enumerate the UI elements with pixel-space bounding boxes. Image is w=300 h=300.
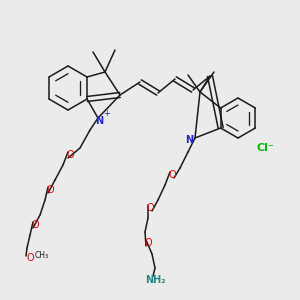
Text: NH₂: NH₂ xyxy=(145,275,165,285)
Text: O: O xyxy=(146,203,154,213)
Text: O: O xyxy=(66,150,74,160)
Text: O: O xyxy=(168,170,176,180)
Text: Cl⁻: Cl⁻ xyxy=(256,143,274,153)
Text: +: + xyxy=(103,110,110,118)
Text: O: O xyxy=(31,220,39,230)
Text: O: O xyxy=(46,185,54,195)
Text: O: O xyxy=(26,253,34,263)
Text: N: N xyxy=(95,116,103,126)
Text: N: N xyxy=(185,135,193,145)
Text: O: O xyxy=(144,238,152,248)
Text: CH₃: CH₃ xyxy=(35,251,49,260)
